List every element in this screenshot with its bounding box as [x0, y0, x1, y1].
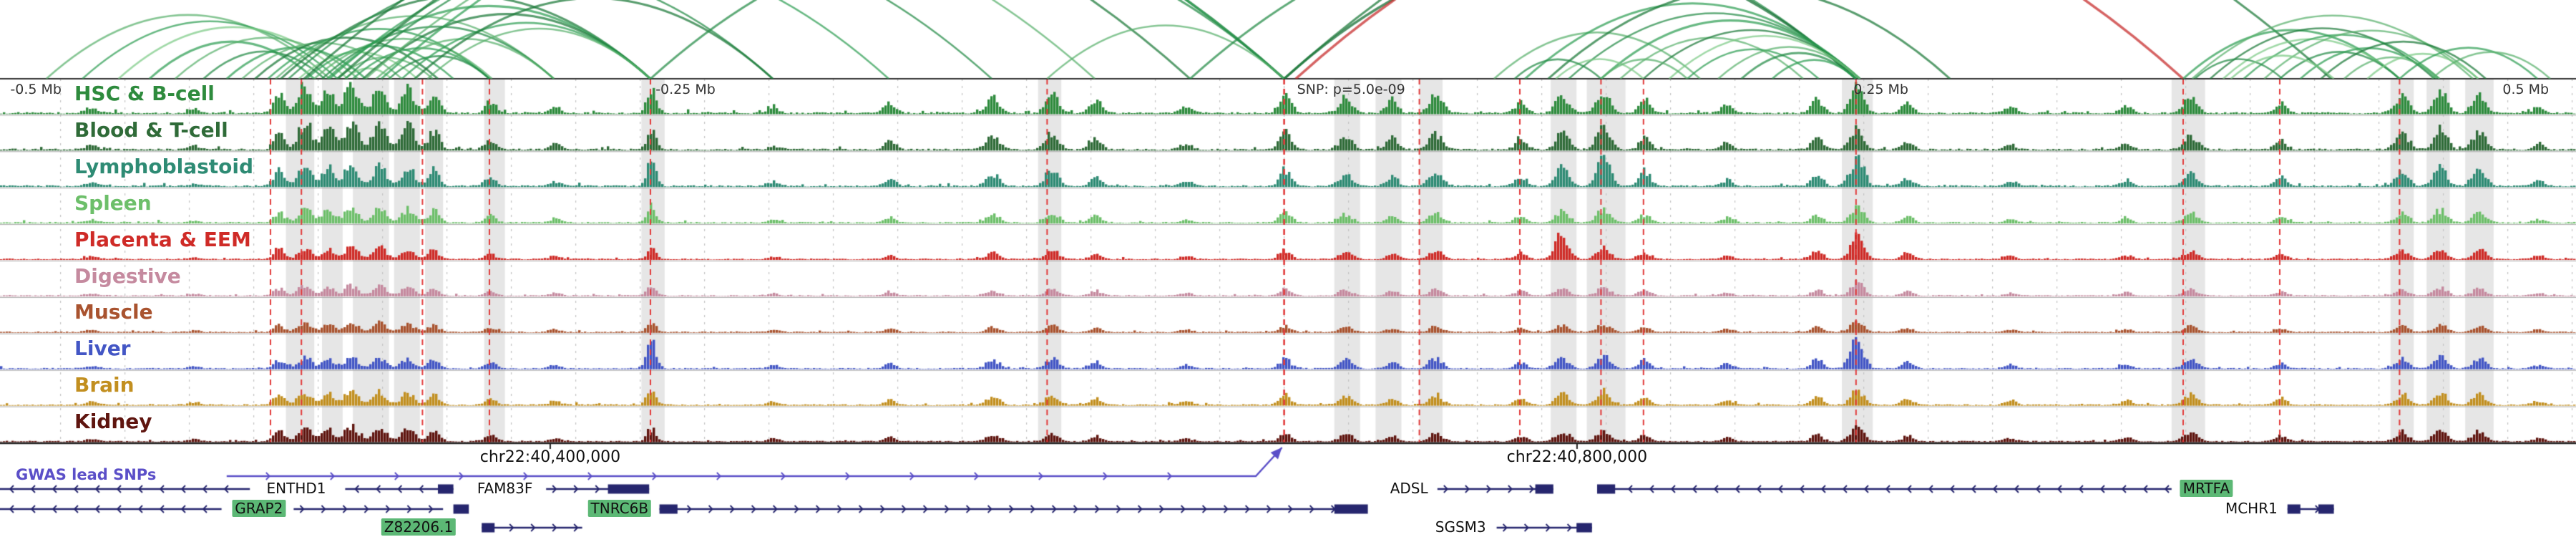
track-label-muscle: Muscle	[74, 300, 153, 324]
gene-label-adsl: ADSL	[1390, 480, 1428, 497]
coordinate-tick-0-5-mb: 0.5 Mb	[2502, 82, 2550, 97]
axis-label-chr22-40-400-000: chr22:40,400,000	[479, 448, 621, 466]
track-label-placenta-eem: Placenta & EEM	[74, 227, 251, 251]
coordinate-tick-0-25-mb: -0.25 Mb	[655, 82, 716, 97]
axis-label-chr22-40-800-000: chr22:40,800,000	[1506, 448, 1648, 466]
gwas-lead-snps-label: GWAS lead SNPs	[16, 466, 157, 483]
track-label-liver: Liver	[74, 337, 131, 361]
track-label-digestive: Digestive	[74, 263, 181, 288]
track-label-lymphoblastoid: Lymphoblastoid	[74, 154, 254, 178]
gene-label-fam83f: FAM83F	[477, 480, 533, 497]
track-label-kidney: Kidney	[74, 410, 152, 434]
coordinate-tick-0-5-mb: -0.5 Mb	[10, 82, 62, 97]
track-label-hsc-b-cell: HSC & B-cell	[74, 82, 215, 105]
gene-label-tnrc6b: TNRC6B	[587, 500, 652, 517]
gene-label-enthd1: ENTHD1	[266, 480, 326, 497]
gene-label-sgsm3: SGSM3	[1435, 518, 1486, 536]
gene-label-mrtfa: MRTFA	[2180, 480, 2233, 497]
coordinate-tick-0-25-mb: 0.25 Mb	[1853, 82, 1908, 97]
track-label-brain: Brain	[74, 373, 135, 397]
snp-pvalue-label: SNP: p=5.0e-09	[1297, 82, 1405, 97]
gene-label-z82206-1: Z82206.1	[381, 518, 457, 536]
track-label-spleen: Spleen	[74, 190, 152, 215]
track-label-blood-t-cell: Blood & T-cell	[74, 117, 228, 142]
gene-label-grap2: GRAP2	[232, 500, 286, 517]
gene-label-mchr1: MCHR1	[2225, 500, 2278, 517]
